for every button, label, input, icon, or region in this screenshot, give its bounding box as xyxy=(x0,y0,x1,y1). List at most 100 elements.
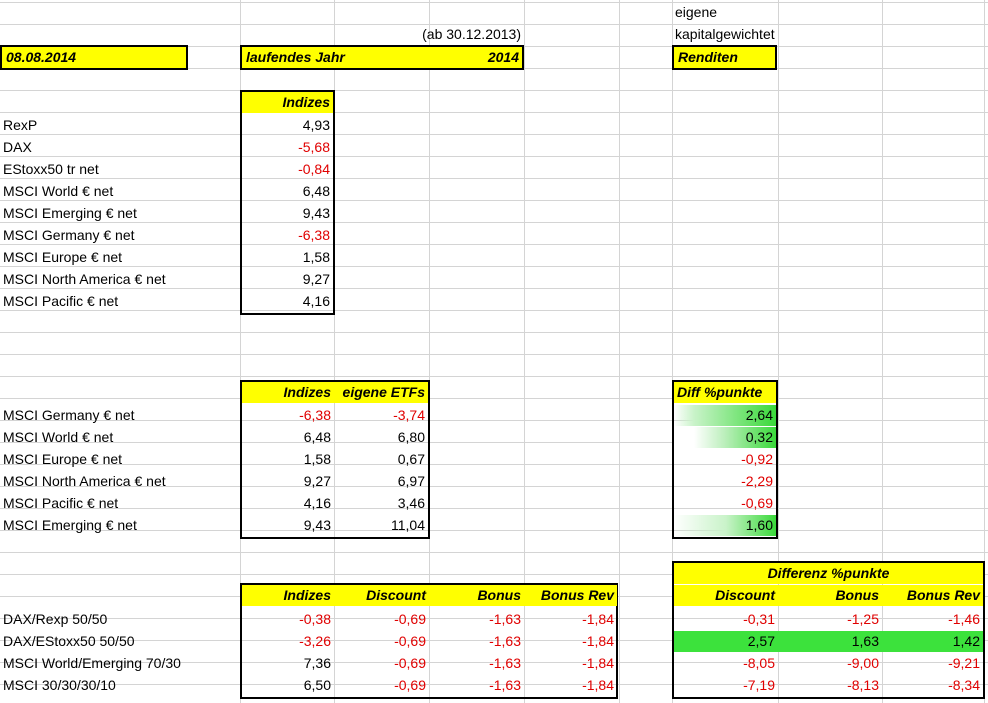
index-return-cell[interactable]: 9,43 xyxy=(302,205,330,221)
row-gridline xyxy=(0,376,988,377)
etf-index-return-cell[interactable]: 9,43 xyxy=(303,517,331,533)
column-gridline xyxy=(778,0,779,703)
portfolio-index-cell[interactable]: -0,38 xyxy=(299,611,331,627)
diff-points-header[interactable]: Diff %punkte xyxy=(674,382,776,403)
index-return-cell[interactable]: -5,68 xyxy=(298,139,330,155)
index-return-cell[interactable]: 4,16 xyxy=(302,293,330,309)
etf-own-header[interactable]: eigene ETFs xyxy=(334,382,428,403)
diff-bonus-cell[interactable]: -1,25 xyxy=(847,611,879,627)
bonus-cell[interactable]: -1,63 xyxy=(489,677,521,693)
diff-bonus-rev-cell[interactable]: -9,21 xyxy=(948,655,980,671)
index-name-cell[interactable]: MSCI Europe € net xyxy=(3,249,123,265)
discount-cell[interactable]: -0,69 xyxy=(394,677,426,693)
current-year-cell[interactable]: laufendes Jahr 2014 xyxy=(240,45,524,70)
etf-index-name-cell[interactable]: MSCI Europe € net xyxy=(3,451,123,467)
discount-header[interactable]: Discount xyxy=(334,585,429,606)
diff-discount-cell[interactable]: -7,19 xyxy=(743,677,775,693)
index-return-cell[interactable]: 1,58 xyxy=(302,249,330,265)
row-gridline xyxy=(0,288,988,289)
portfolio-index-cell[interactable]: 6,50 xyxy=(303,677,331,693)
diff-discount-cell[interactable]: -8,05 xyxy=(743,655,775,671)
diff-discount-cell[interactable]: 2,57 xyxy=(674,631,778,652)
portfolio-name-cell[interactable]: MSCI 30/30/30/10 xyxy=(3,677,116,693)
own-etf-return-cell[interactable]: 0,67 xyxy=(397,451,425,467)
bonus-rev-cell[interactable]: -1,84 xyxy=(582,677,614,693)
row-gridline xyxy=(0,398,988,399)
bonus-cell[interactable]: -1,63 xyxy=(489,633,521,649)
indices-header[interactable]: Indizes xyxy=(242,92,333,113)
difference-points-title[interactable]: Differenz %punkte xyxy=(674,563,983,584)
diff-points-cell[interactable]: -0,92 xyxy=(741,451,773,467)
index-name-cell[interactable]: DAX xyxy=(3,139,32,155)
own-etf-return-cell[interactable]: 6,80 xyxy=(397,429,425,445)
diff-bonus-cell[interactable]: 1,63 xyxy=(778,631,882,652)
index-return-cell[interactable]: -0,84 xyxy=(298,161,330,177)
bonus-rev-cell[interactable]: -1,84 xyxy=(582,655,614,671)
etf-index-return-cell[interactable]: 4,16 xyxy=(303,495,331,511)
diff-discount-cell[interactable]: -0,31 xyxy=(743,611,775,627)
index-return-cell[interactable]: 6,48 xyxy=(302,183,330,199)
portfolio-name-cell[interactable]: DAX/EStoxx50 50/50 xyxy=(3,633,135,649)
diff-points-cell[interactable]: 2,64 xyxy=(674,405,776,426)
etf-index-return-cell[interactable]: 9,27 xyxy=(303,473,331,489)
index-return-cell[interactable]: 9,27 xyxy=(302,271,330,287)
diff-bonus-cell[interactable]: -9,00 xyxy=(847,655,879,671)
own-etf-return-cell[interactable]: 3,46 xyxy=(397,495,425,511)
cert-indices-header[interactable]: Indizes xyxy=(242,585,334,606)
diff-points-cell[interactable]: 1,60 xyxy=(674,515,776,536)
bonus-cell[interactable]: -1,63 xyxy=(489,611,521,627)
etf-index-name-cell[interactable]: MSCI World € net xyxy=(3,429,114,445)
portfolio-index-cell[interactable]: -3,26 xyxy=(299,633,331,649)
diff-bonus-rev-cell[interactable]: -1,46 xyxy=(948,611,980,627)
row-gridline xyxy=(0,530,988,531)
diff-points-cell[interactable]: -0,69 xyxy=(741,495,773,511)
own-etf-return-cell[interactable]: 11,04 xyxy=(391,517,425,533)
index-name-cell[interactable]: RexP xyxy=(3,117,38,133)
discount-cell[interactable]: -0,69 xyxy=(394,633,426,649)
returns-header-cell[interactable]: Renditen xyxy=(672,45,777,70)
index-name-cell[interactable]: MSCI Germany € net xyxy=(3,227,135,243)
index-return-cell[interactable]: -6,38 xyxy=(298,227,330,243)
discount-cell[interactable]: -0,69 xyxy=(394,655,426,671)
diff-points-cell[interactable]: 0,32 xyxy=(674,427,776,448)
diff-points-cell[interactable]: -2,29 xyxy=(741,473,773,489)
capital-weighted-label: kapitalgewichtet xyxy=(675,26,775,42)
index-name-cell[interactable]: MSCI Pacific € net xyxy=(3,293,119,309)
report-date: 08.08.2014 xyxy=(6,49,77,65)
index-name-cell[interactable]: MSCI World € net xyxy=(3,183,114,199)
bonus-rev-cell[interactable]: -1,84 xyxy=(582,633,614,649)
diff-bonus-rev-cell[interactable]: -8,34 xyxy=(948,677,980,693)
index-name-cell[interactable]: MSCI North America € net xyxy=(3,271,166,287)
index-name-cell[interactable]: EStoxx50 tr net xyxy=(3,161,99,177)
etf-index-name-cell[interactable]: MSCI Pacific € net xyxy=(3,495,119,511)
etf-index-return-cell[interactable]: 6,48 xyxy=(303,429,331,445)
bonus-header[interactable]: Bonus xyxy=(429,585,524,606)
portfolio-name-cell[interactable]: DAX/Rexp 50/50 xyxy=(3,611,108,627)
diff-discount-header[interactable]: Discount xyxy=(674,585,778,606)
diff-bonus-cell[interactable]: -8,13 xyxy=(847,677,879,693)
etf-index-name-cell[interactable]: MSCI Germany € net xyxy=(3,407,135,423)
etf-index-return-cell[interactable]: -6,38 xyxy=(299,407,331,423)
portfolio-name-cell[interactable]: MSCI World/Emerging 70/30 xyxy=(3,655,181,671)
report-date-cell[interactable]: 08.08.2014 xyxy=(0,45,188,70)
index-name-cell[interactable]: MSCI Emerging € net xyxy=(3,205,137,221)
etf-index-return-cell[interactable]: 1,58 xyxy=(303,451,331,467)
etf-indices-header[interactable]: Indizes xyxy=(242,382,334,403)
etf-index-name-cell[interactable]: MSCI North America € net xyxy=(3,473,166,489)
index-return-cell[interactable]: 4,93 xyxy=(302,117,330,133)
bonus-rev-cell[interactable]: -1,84 xyxy=(582,611,614,627)
bonus-rev-header[interactable]: Bonus Rev xyxy=(524,585,617,606)
etf-index-name-cell[interactable]: MSCI Emerging € net xyxy=(3,517,137,533)
row-gridline xyxy=(0,684,988,685)
bonus-cell[interactable]: -1,63 xyxy=(489,655,521,671)
portfolio-index-cell[interactable]: 7,36 xyxy=(303,655,331,671)
own-etf-return-cell[interactable]: 6,97 xyxy=(397,473,425,489)
diff-bonus-header[interactable]: Bonus xyxy=(778,585,882,606)
row-gridline xyxy=(0,24,988,25)
discount-cell[interactable]: -0,69 xyxy=(394,611,426,627)
diff-bonus-rev-cell[interactable]: 1,42 xyxy=(882,631,983,652)
row-gridline xyxy=(0,112,988,113)
row-gridline xyxy=(0,178,988,179)
diff-bonus-rev-header[interactable]: Bonus Rev xyxy=(882,585,983,606)
own-etf-return-cell[interactable]: -3,74 xyxy=(393,407,425,423)
